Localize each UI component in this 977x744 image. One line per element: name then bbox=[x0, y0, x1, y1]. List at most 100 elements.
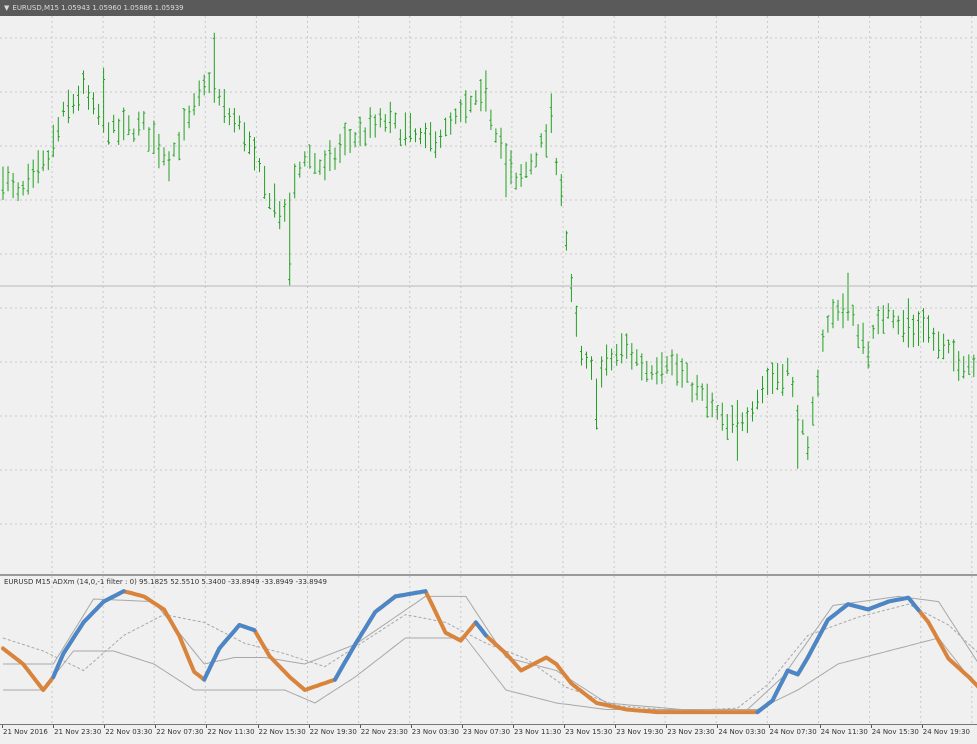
time-tick-mark bbox=[461, 725, 463, 728]
price-bar bbox=[534, 152, 538, 168]
price-bar bbox=[937, 331, 941, 359]
price-bar bbox=[298, 161, 302, 178]
price-bar bbox=[911, 314, 915, 348]
adx-indicator-chart[interactable] bbox=[0, 576, 977, 724]
price-bar bbox=[449, 112, 453, 135]
time-tick-mark bbox=[513, 725, 514, 728]
subwindow-separator[interactable] bbox=[0, 574, 977, 576]
price-bar bbox=[273, 183, 277, 218]
envelope-line bbox=[3, 637, 977, 710]
time-tick-label: 23 Nov 23:30 bbox=[667, 728, 715, 736]
time-tick-mark bbox=[666, 725, 668, 728]
price-bar bbox=[776, 363, 780, 391]
price-bar bbox=[630, 343, 634, 370]
price-bar bbox=[962, 356, 966, 379]
time-tick-label: 23 Nov 19:30 bbox=[616, 728, 664, 736]
price-bar bbox=[82, 70, 85, 94]
price-bar bbox=[393, 112, 397, 129]
price-bar bbox=[761, 376, 764, 404]
price-bar bbox=[881, 305, 885, 334]
price-bar bbox=[574, 305, 578, 337]
price-bar bbox=[554, 157, 558, 176]
price-bar bbox=[61, 101, 65, 117]
indicator-lines bbox=[1, 589, 977, 715]
price-bar bbox=[514, 172, 518, 190]
time-tick-label: 22 Nov 11:30 bbox=[207, 728, 255, 736]
price-bar bbox=[26, 163, 30, 195]
price-bar bbox=[77, 85, 80, 111]
price-bar bbox=[207, 72, 211, 93]
price-bar bbox=[650, 365, 654, 380]
price-bar bbox=[242, 122, 246, 152]
price-bar bbox=[705, 383, 709, 418]
price-bar bbox=[102, 67, 106, 133]
price-bar bbox=[323, 150, 327, 181]
price-bar bbox=[932, 327, 936, 351]
price-bar bbox=[640, 353, 644, 381]
price-bar bbox=[268, 193, 272, 210]
price-bar bbox=[182, 108, 186, 141]
price-bar bbox=[655, 357, 659, 385]
time-tick-label: 24 Nov 07:30 bbox=[769, 728, 817, 736]
adx-line-rising bbox=[202, 623, 257, 682]
price-bar bbox=[459, 99, 463, 122]
price-bar bbox=[791, 376, 795, 398]
price-bar bbox=[942, 333, 946, 360]
collapse-triangle-icon[interactable]: ▼ bbox=[4, 4, 10, 12]
price-bar bbox=[454, 108, 458, 125]
price-bar bbox=[328, 140, 332, 171]
price-bar bbox=[665, 356, 669, 374]
time-tick-label: 24 Nov 19:30 bbox=[922, 728, 970, 736]
price-bar bbox=[600, 356, 604, 388]
price-bar bbox=[896, 315, 900, 335]
price-bar bbox=[424, 122, 427, 149]
price-bar bbox=[957, 351, 961, 381]
time-tick-mark bbox=[410, 725, 412, 728]
price-bar bbox=[41, 150, 45, 172]
price-bar bbox=[947, 339, 951, 354]
time-tick-label: 22 Nov 23:30 bbox=[360, 728, 408, 736]
price-bar bbox=[66, 89, 70, 124]
price-bar bbox=[177, 131, 181, 161]
price-bar bbox=[564, 230, 568, 251]
price-bar bbox=[635, 349, 639, 367]
adx-line-falling bbox=[1, 589, 977, 715]
price-bar bbox=[901, 310, 905, 343]
chart-title-bar: ▼ EURUSD,M15 1.05943 1.05960 1.05886 1.05… bbox=[0, 0, 977, 16]
price-bar bbox=[157, 133, 161, 169]
price-bar bbox=[263, 165, 267, 199]
price-bar bbox=[469, 95, 473, 113]
price-bar bbox=[821, 329, 825, 352]
price-bar bbox=[308, 144, 312, 169]
price-bar bbox=[922, 308, 925, 343]
price-bar bbox=[906, 298, 910, 348]
price-bar bbox=[806, 436, 810, 461]
price-bar bbox=[786, 357, 790, 376]
time-tick-mark bbox=[564, 725, 566, 728]
time-tick-mark bbox=[53, 725, 55, 728]
price-chart[interactable] bbox=[0, 16, 977, 574]
price-bar bbox=[444, 117, 448, 137]
time-tick-mark bbox=[921, 725, 923, 728]
time-tick-label: 21 Nov 23:30 bbox=[54, 728, 102, 736]
price-bar bbox=[333, 147, 337, 170]
price-bar bbox=[479, 79, 483, 112]
price-bar bbox=[509, 150, 513, 185]
price-bar bbox=[891, 309, 895, 329]
price-bar bbox=[253, 137, 256, 171]
price-bar bbox=[132, 128, 136, 142]
time-tick-label: 22 Nov 03:30 bbox=[105, 728, 153, 736]
price-bar bbox=[197, 80, 201, 107]
price-bar bbox=[605, 344, 609, 376]
price-bar bbox=[112, 114, 116, 134]
di-plus-line bbox=[3, 595, 977, 710]
price-bar bbox=[826, 315, 830, 333]
price-bar bbox=[338, 133, 342, 163]
price-bar bbox=[610, 348, 614, 371]
price-bar bbox=[363, 127, 367, 147]
price-bar bbox=[378, 108, 382, 128]
time-tick-mark bbox=[870, 725, 872, 728]
price-bar bbox=[595, 378, 598, 430]
time-tick-mark bbox=[104, 725, 106, 728]
price-bar bbox=[408, 113, 412, 142]
